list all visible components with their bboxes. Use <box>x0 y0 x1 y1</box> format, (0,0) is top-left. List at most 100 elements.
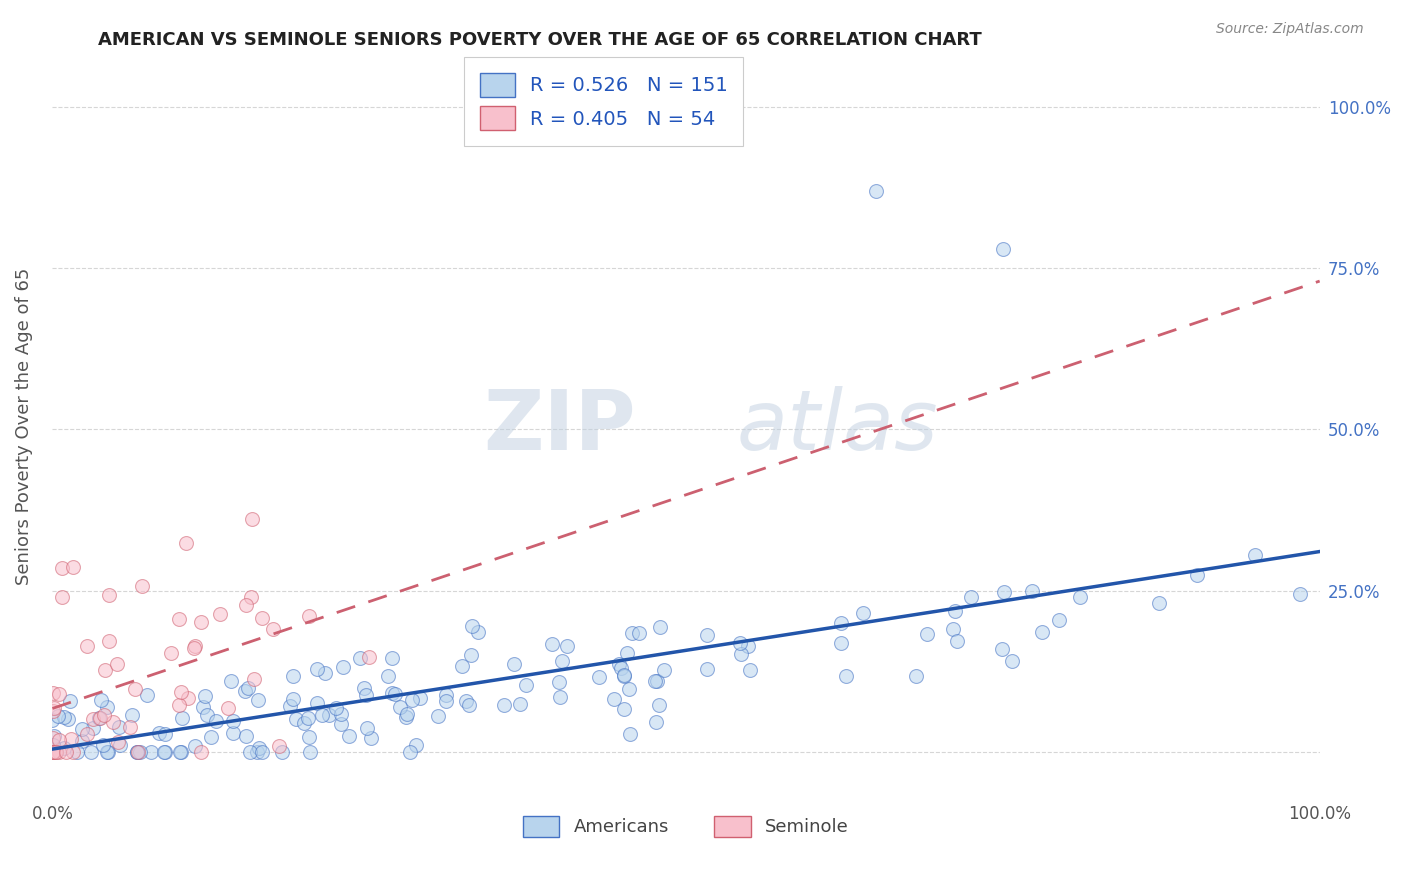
Point <box>169 745 191 759</box>
Point <box>613 668 636 682</box>
Point <box>62 560 84 574</box>
Point <box>695 662 717 676</box>
Point <box>262 622 284 636</box>
Point <box>396 707 419 722</box>
Point <box>51 560 73 574</box>
Point <box>41 714 63 728</box>
Point <box>222 714 245 728</box>
Text: AMERICAN VS SEMINOLE SENIORS POVERTY OVER THE AGE OF 65 CORRELATION CHART: AMERICAN VS SEMINOLE SENIORS POVERTY OVE… <box>98 31 983 49</box>
Point <box>89 692 111 706</box>
Point <box>76 639 98 653</box>
Point <box>105 657 128 671</box>
Point <box>89 711 111 725</box>
Point <box>648 620 671 634</box>
Point <box>127 745 149 759</box>
Point <box>42 738 65 752</box>
Legend: R = 0.526   N = 151, R = 0.405   N = 54: R = 0.526 N = 151, R = 0.405 N = 54 <box>464 57 744 145</box>
Point <box>42 729 65 743</box>
Point <box>360 731 382 745</box>
Point <box>330 706 353 721</box>
Point <box>388 700 411 714</box>
Point <box>458 698 481 713</box>
Point <box>555 640 578 654</box>
Point <box>492 698 515 712</box>
Point <box>728 636 751 650</box>
Point <box>616 647 638 661</box>
Point <box>399 745 422 759</box>
Point <box>217 700 239 714</box>
Point <box>167 698 190 713</box>
Point <box>184 739 207 753</box>
Point <box>298 731 321 745</box>
Point <box>42 701 65 715</box>
Point <box>194 689 217 703</box>
Point <box>991 641 1014 656</box>
Point <box>292 716 315 731</box>
Point <box>247 741 270 756</box>
Point <box>381 651 404 665</box>
Point <box>48 687 70 701</box>
Point <box>52 710 75 724</box>
Point <box>269 739 291 753</box>
Point <box>337 729 360 743</box>
Point <box>278 699 301 714</box>
Point <box>644 673 666 688</box>
Point <box>250 745 273 759</box>
Point <box>865 184 887 198</box>
Point <box>131 580 153 594</box>
Point <box>44 745 66 759</box>
Point <box>314 665 336 680</box>
Point <box>381 685 404 699</box>
Point <box>93 708 115 723</box>
Point <box>153 745 176 759</box>
Point <box>76 727 98 741</box>
Point <box>607 657 630 672</box>
Point <box>240 512 263 526</box>
Point <box>190 615 212 629</box>
Point <box>204 714 226 728</box>
Point <box>305 662 328 676</box>
Point <box>696 627 718 641</box>
Point <box>59 694 82 708</box>
Point <box>1021 584 1043 599</box>
Point <box>551 654 574 668</box>
Point <box>621 626 644 640</box>
Point <box>44 745 66 759</box>
Point <box>121 708 143 723</box>
Point <box>830 636 852 650</box>
Point <box>170 684 193 698</box>
Point <box>250 611 273 625</box>
Point <box>299 745 322 759</box>
Point <box>349 651 371 665</box>
Point <box>243 672 266 686</box>
Point <box>239 745 262 759</box>
Point <box>160 646 183 660</box>
Point <box>41 704 63 718</box>
Point <box>129 745 152 759</box>
Point <box>359 650 381 665</box>
Point <box>246 693 269 707</box>
Point <box>183 640 205 654</box>
Point <box>41 745 63 759</box>
Point <box>648 698 671 713</box>
Point <box>610 661 633 675</box>
Point <box>42 745 65 759</box>
Point <box>136 688 159 702</box>
Point <box>56 712 79 726</box>
Point <box>195 708 218 723</box>
Point <box>991 242 1014 256</box>
Point <box>1031 625 1053 640</box>
Point <box>311 708 333 723</box>
Point <box>602 692 624 706</box>
Point <box>502 657 524 671</box>
Point <box>239 590 262 604</box>
Point <box>124 681 146 696</box>
Point <box>905 669 928 683</box>
Point <box>395 709 418 723</box>
Point <box>53 741 76 756</box>
Point <box>401 693 423 707</box>
Point <box>246 745 269 759</box>
Point <box>42 731 65 745</box>
Point <box>48 745 70 759</box>
Point <box>627 626 650 640</box>
